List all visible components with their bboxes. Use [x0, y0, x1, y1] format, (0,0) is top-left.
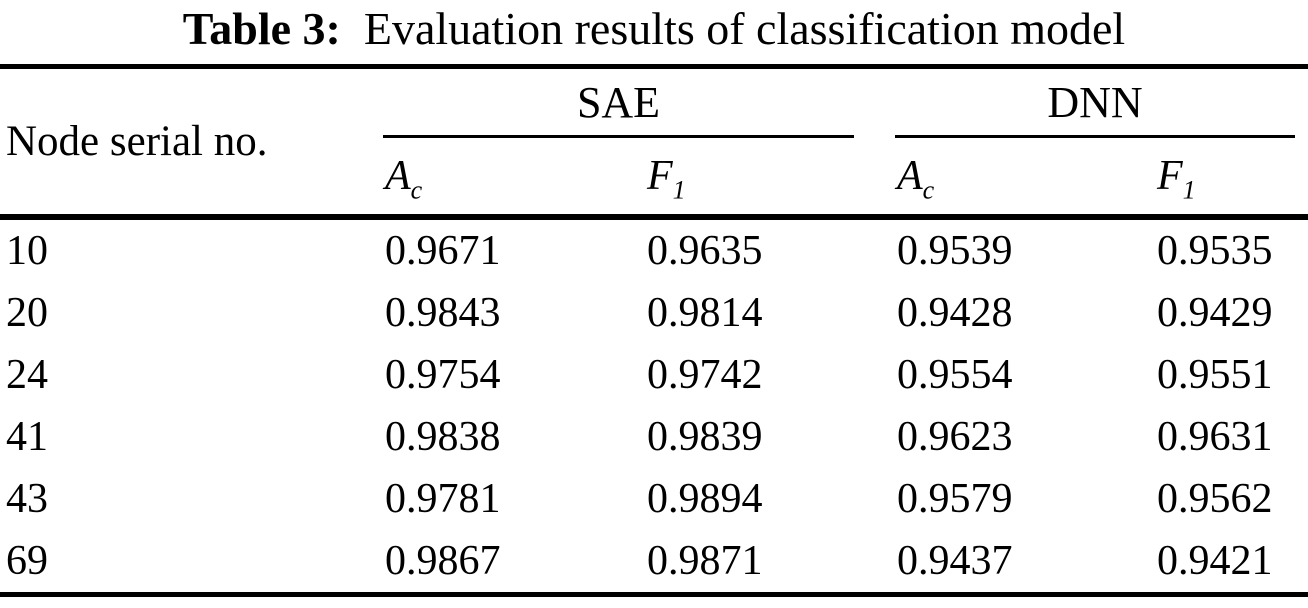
table-row: 10 0.9671 0.9635 0.9539 0.9535	[0, 217, 1308, 282]
metric-ac-label: Ac	[897, 153, 934, 203]
value-cell-dnn-ac: 0.9623	[897, 414, 1013, 460]
metric-header-sae-f1: F1	[645, 138, 895, 217]
group-header-sae-label: SAE	[383, 69, 854, 138]
node-cell: 24	[6, 352, 48, 398]
row-header-cell: Node serial no.	[6, 118, 268, 165]
metric-ac-label: Ac	[385, 153, 422, 203]
metric-sub: 1	[672, 175, 686, 205]
value-cell-dnn-ac: 0.9579	[897, 476, 1013, 522]
metric-sub: c	[922, 175, 935, 205]
node-cell: 43	[6, 476, 48, 522]
metric-sub: c	[410, 175, 423, 205]
metric-f1-label: F1	[647, 153, 686, 203]
table-caption-label: Table 3:	[182, 3, 341, 54]
value-cell-sae-ac: 0.9754	[385, 352, 501, 398]
value-cell-sae-f1: 0.9894	[647, 476, 763, 522]
node-cell: 69	[6, 538, 48, 584]
value-cell-sae-f1: 0.9839	[647, 414, 763, 460]
metric-header-dnn-f1: F1	[1155, 138, 1308, 217]
node-cell: 41	[6, 414, 48, 460]
value-cell-sae-ac: 0.9671	[385, 228, 501, 274]
metric-base: A	[385, 153, 411, 199]
value-cell-sae-ac: 0.9867	[385, 538, 501, 584]
table-row: 24 0.9754 0.9742 0.9554 0.9551	[0, 344, 1308, 406]
value-cell-sae-ac: 0.9843	[385, 290, 501, 336]
value-cell-sae-f1: 0.9814	[647, 290, 763, 336]
metric-header-row: Ac F1 Ac F1	[0, 138, 1308, 217]
value-cell-dnn-f1: 0.9421	[1157, 538, 1273, 584]
value-cell-sae-f1: 0.9871	[647, 538, 763, 584]
table-row: 20 0.9843 0.9814 0.9428 0.9429	[0, 282, 1308, 344]
metric-base: F	[647, 153, 673, 199]
group-header-sae: SAE	[383, 67, 895, 138]
table-row: 69 0.9867 0.9871 0.9437 0.9421	[0, 530, 1308, 595]
group-header-dnn-label: DNN	[895, 69, 1296, 138]
table-caption-text: Evaluation results of classification mod…	[363, 3, 1126, 54]
evaluation-results-table: Node serial no. SAE DNN Ac F1 Ac	[0, 64, 1308, 597]
metric-base: F	[1157, 153, 1183, 199]
metric-header-sae-ac: Ac	[383, 138, 645, 217]
value-cell-sae-ac: 0.9838	[385, 414, 501, 460]
metric-f1-label: F1	[1157, 153, 1196, 203]
value-cell-dnn-f1: 0.9562	[1157, 476, 1273, 522]
metric-base: A	[897, 153, 923, 199]
table-row: 41 0.9838 0.9839 0.9623 0.9631	[0, 406, 1308, 468]
value-cell-sae-f1: 0.9635	[647, 228, 763, 274]
metric-sub: 1	[1182, 175, 1196, 205]
value-cell-dnn-ac: 0.9428	[897, 290, 1013, 336]
value-cell-dnn-ac: 0.9539	[897, 228, 1013, 274]
node-cell: 10	[6, 228, 48, 274]
group-header-row: Node serial no. SAE DNN	[0, 67, 1308, 165]
value-cell-dnn-ac: 0.9554	[897, 352, 1013, 398]
value-cell-dnn-f1: 0.9551	[1157, 352, 1273, 398]
table-caption: Table 3: Evaluation results of classifica…	[0, 2, 1308, 55]
value-cell-sae-ac: 0.9781	[385, 476, 501, 522]
group-header-dnn: DNN	[895, 67, 1308, 138]
value-cell-dnn-f1: 0.9429	[1157, 290, 1273, 336]
metric-header-dnn-ac: Ac	[895, 138, 1155, 217]
value-cell-dnn-ac: 0.9437	[897, 538, 1013, 584]
value-cell-sae-f1: 0.9742	[647, 352, 763, 398]
value-cell-dnn-f1: 0.9535	[1157, 228, 1273, 274]
value-cell-dnn-f1: 0.9631	[1157, 414, 1273, 460]
node-cell: 20	[6, 290, 48, 336]
table-row: 43 0.9781 0.9894 0.9579 0.9562	[0, 468, 1308, 530]
